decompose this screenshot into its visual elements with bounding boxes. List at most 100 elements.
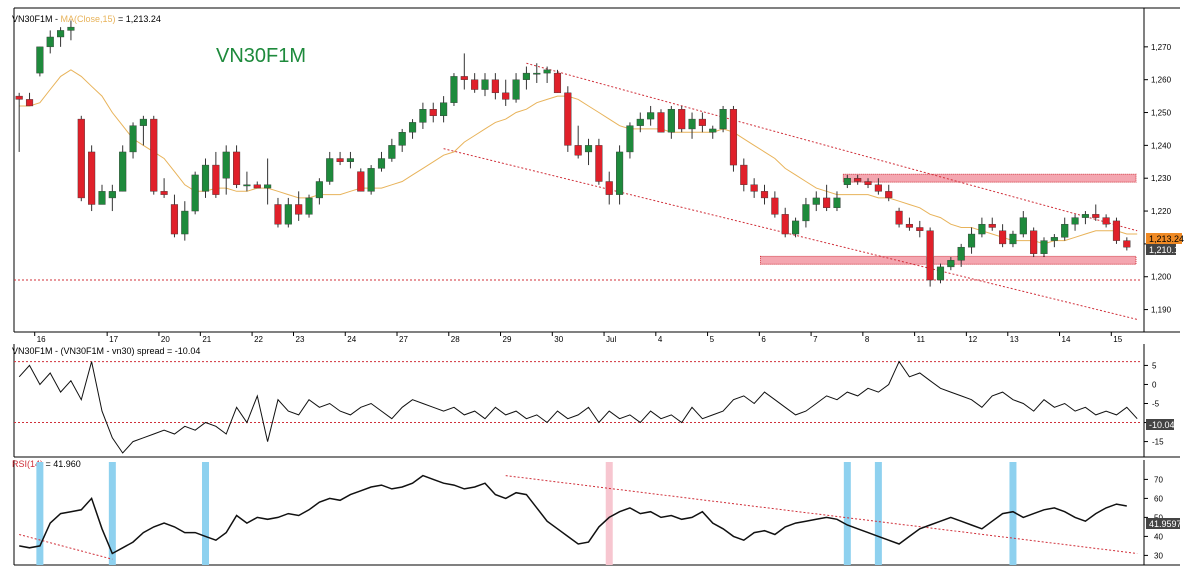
price-x-tick-label: 4	[658, 335, 663, 344]
candle	[667, 105, 675, 139]
candle	[574, 125, 582, 159]
candle-body	[553, 72, 562, 94]
candle-body	[1019, 217, 1027, 235]
candle	[947, 257, 955, 271]
price-title-symbol: VN30F1M	[12, 14, 53, 24]
candle-body	[926, 230, 934, 281]
price-x-tick-label: 28	[451, 335, 460, 344]
candle-body	[336, 158, 344, 162]
candle	[698, 112, 706, 133]
candle	[15, 92, 23, 152]
candle-body	[460, 76, 468, 80]
candle-body	[408, 122, 417, 133]
rsi-highlight-bar	[202, 462, 210, 565]
candle	[274, 197, 282, 228]
candle-body	[150, 118, 158, 192]
price-x-tick-label: 16	[37, 335, 46, 344]
candle-body	[264, 184, 272, 189]
candle-body	[947, 260, 955, 268]
candle	[543, 66, 551, 83]
candle-body	[139, 118, 147, 126]
candle-body	[502, 92, 510, 100]
price-x-tick-label: 15	[1113, 335, 1122, 344]
candle	[967, 227, 976, 254]
price-y-tick-label: 1,240	[1151, 141, 1172, 150]
candle-body	[491, 79, 499, 94]
trend-lines	[14, 62, 1142, 320]
candle	[46, 30, 54, 54]
support-zone	[842, 173, 1137, 183]
price-y-axis: 1,1901,2001,2101,2201,2301,2401,2501,260…	[1144, 43, 1172, 315]
spread-y-tick-label: 0	[1152, 380, 1157, 389]
candle-body	[957, 246, 965, 261]
rsi-highlight-bar	[874, 462, 882, 565]
spread-series	[18, 360, 1138, 454]
candle-body	[346, 158, 354, 162]
rsi-y-tick-label: 70	[1154, 475, 1163, 484]
candle	[936, 263, 945, 284]
candle	[885, 184, 893, 202]
spread-title: VN30F1M - (VN30F1M - vn30) spread = -10.…	[12, 346, 200, 356]
candle	[905, 217, 913, 231]
candle	[988, 217, 996, 231]
watermark-symbol: VN30F1M	[216, 45, 306, 67]
price-x-tick-label: 20	[161, 335, 170, 344]
price-y-tick-label: 1,200	[1151, 273, 1172, 282]
candle-body	[1030, 230, 1038, 254]
rsi-highlights	[36, 462, 1017, 565]
candle	[160, 178, 168, 198]
candle	[657, 109, 665, 133]
candle-body	[584, 145, 593, 153]
candle	[1123, 237, 1131, 251]
candle-body	[760, 191, 769, 199]
price-x-tick-label: 22	[254, 335, 263, 344]
candle	[377, 151, 386, 172]
candle	[295, 191, 303, 221]
candle	[305, 194, 313, 218]
candle-body	[398, 132, 406, 146]
candle	[512, 73, 520, 103]
price-x-tick-label: 14	[1062, 335, 1071, 344]
candle	[854, 174, 862, 185]
spread-ref-lines	[14, 361, 1142, 424]
candle	[978, 217, 986, 238]
price-x-tick-label: 17	[109, 335, 118, 344]
rsi-trend-lines	[19, 475, 1138, 560]
candle-body	[388, 145, 396, 159]
price-y-tick-label: 1,250	[1151, 109, 1172, 118]
rsi-lower-trend-line	[19, 534, 113, 560]
candle	[57, 27, 65, 47]
price-title-ma: MA(Close,15)	[61, 14, 116, 24]
candle-body	[1112, 220, 1121, 241]
candle-body	[667, 109, 675, 133]
candle-body	[657, 112, 665, 133]
candle	[771, 191, 779, 218]
candle-body	[233, 151, 241, 185]
candle	[709, 125, 717, 139]
rsi-highlight-bar	[605, 462, 613, 565]
candle	[1030, 227, 1038, 258]
candle	[367, 165, 375, 195]
rsi-y-tick-label: 40	[1154, 532, 1163, 541]
candle	[678, 105, 686, 133]
price-x-tick-label: 5	[710, 335, 715, 344]
candle-body	[419, 109, 427, 123]
spread-y-tick-label: -15	[1152, 438, 1164, 447]
candle	[502, 79, 510, 106]
candle	[108, 184, 116, 212]
price-x-tick-label: 27	[399, 335, 408, 344]
candle-body	[616, 151, 624, 195]
spread-last-label: -10.04	[1149, 420, 1175, 430]
candle-body	[57, 30, 65, 38]
price-x-axis: 16 17 20 21 22 23 24 27 28 29 30 Jul 4 5 6 7 8 11 12 13 14 15	[34, 332, 1123, 344]
candle	[843, 174, 851, 189]
candle-body	[1071, 217, 1079, 225]
candle-body	[864, 181, 872, 185]
candle-body	[191, 174, 199, 212]
price-x-tick-label: 6	[761, 335, 766, 344]
candle	[1009, 230, 1017, 248]
price-x-tick-label: 12	[968, 335, 977, 344]
candle-body	[170, 204, 179, 235]
candle	[636, 112, 644, 133]
